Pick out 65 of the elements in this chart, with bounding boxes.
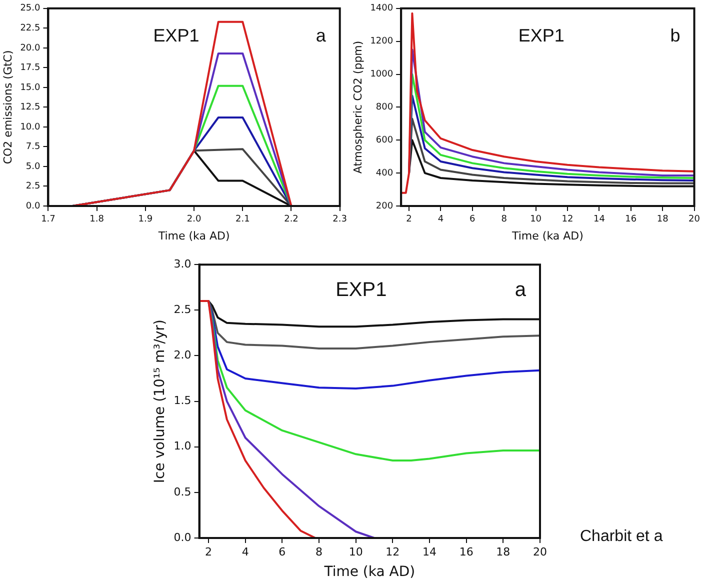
x-tick-label: 12 [386,545,400,558]
y-tick-label: 600 [376,135,394,146]
x-tick-label: 16 [459,545,474,558]
x-axis-title: Time (ka AD) [323,564,416,580]
y-tick-label: 200 [376,201,394,212]
y-tick-label: 10.0 [20,122,41,132]
y-tick-label: 3.0 [174,257,192,270]
y-tick-label: 15.0 [20,82,41,93]
y-axis-title: Ice volume (10¹⁵ m³/yr) [152,319,168,484]
x-axis-title: Time (ka AD) [510,229,584,242]
x-tick-label: 18 [656,214,669,225]
x-tick-label: 14 [593,214,606,225]
annotation: a [316,25,327,46]
y-tick-label: 20.0 [20,43,41,54]
text: Charbit et a [580,528,663,546]
x-tick-label: 2.3 [332,214,348,225]
annotation: EXP1 [336,279,387,302]
x-tick-label: 2 [406,214,412,225]
x-tick-label: 8 [316,545,322,558]
x-tick-label: 10 [530,214,542,225]
y-tick-label: 2.0 [174,348,192,362]
y-tick-label: 1.5 [174,394,192,408]
y-tick-label: 22.5 [20,24,40,34]
y-tick-label: 7.5 [26,142,40,152]
y-tick-label: 12.5 [20,102,40,113]
y-tick-label: 0.0 [26,201,40,212]
x-tick-label: 18 [496,545,510,558]
y-tick-label: 25.0 [20,4,41,14]
x-tick-label: 2 [205,545,212,558]
y-tick-label: 2.5 [174,303,192,316]
x-tick-label: 2.1 [235,214,250,225]
x-tick-label: 6 [470,214,476,225]
y-axis-title: CO2 emissions (GtC) [1,50,14,164]
x-tick-label: 20 [533,545,547,558]
x-tick-label: 4 [242,545,249,558]
y-tick-label: 17.5 [20,63,40,74]
x-axis-title: Time (ka AD) [157,229,230,242]
x-tick-label: 14 [422,545,436,558]
x-tick-label: 12 [562,214,574,225]
y-tick-label: 5.0 [26,162,40,172]
x-tick-label: 2.2 [284,214,298,225]
x-tick-label: 6 [278,545,286,558]
y-tick-label: 800 [376,102,394,113]
x-tick-label: 1.9 [138,214,153,225]
annotation: EXP1 [153,25,200,46]
y-tick-label: 0.0 [174,530,192,544]
x-tick-label: 2.0 [186,214,202,225]
y-tick-label: 1400 [370,4,394,14]
x-tick-label: 1.8 [90,214,104,225]
y-tick-label: 400 [376,168,394,178]
y-axis-title: Atmospheric CO2 (ppm) [351,40,364,174]
x-tick-label: 16 [625,214,637,225]
annotation: EXP1 [518,25,564,46]
y-tick-label: 1200 [370,36,394,47]
annotation: a [514,279,527,302]
x-tick-label: 1.7 [41,214,56,225]
annotation: b [670,25,680,46]
x-tick-label: 4 [438,214,444,225]
x-tick-label: 20 [688,214,700,225]
y-tick-label: 1000 [370,70,394,80]
y-tick-label: 1.0 [174,440,192,453]
x-tick-label: 10 [348,545,363,558]
x-tick-label: 8 [501,214,508,225]
y-tick-label: 2.5 [26,182,40,192]
y-tick-label: 0.5 [174,485,192,498]
